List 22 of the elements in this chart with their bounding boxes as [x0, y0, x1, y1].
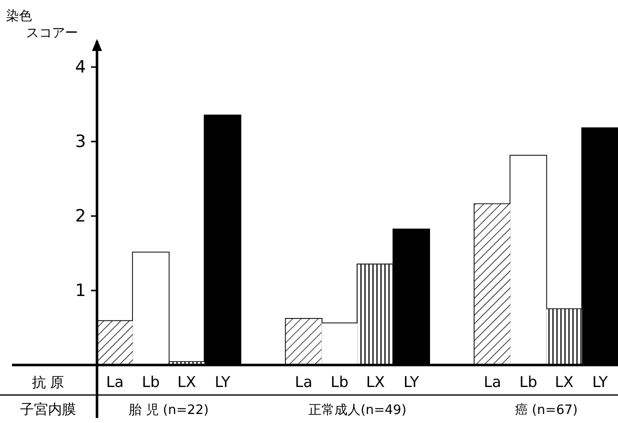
series-label: La	[106, 373, 124, 391]
series-label: Lb	[142, 373, 160, 391]
text: LY	[592, 373, 608, 391]
x-tick-label: 正常成人(n=49)	[308, 403, 406, 418]
y-tick-label: 3	[75, 132, 86, 152]
x-tick-label: 胎 児 (n=22)	[128, 403, 209, 418]
text: Lb	[330, 373, 349, 391]
text: LX	[366, 373, 385, 391]
y-tick-label: 2	[75, 206, 86, 226]
y-tick-label: 1	[75, 280, 86, 301]
text: Lb	[519, 373, 538, 391]
text: 子宮内膜	[20, 402, 76, 418]
series-label: LX	[177, 373, 196, 391]
text: LY	[404, 373, 420, 391]
y-axis-title: 染色スコアー	[6, 9, 78, 41]
text: La	[484, 373, 502, 391]
series-label: LY	[214, 373, 232, 391]
text: La	[294, 373, 312, 391]
y-tick-label: 4	[75, 58, 86, 78]
text: 抗 原	[32, 375, 64, 391]
text: LX	[554, 373, 574, 391]
x-tick-label: 癌 (n=67)	[514, 403, 578, 418]
